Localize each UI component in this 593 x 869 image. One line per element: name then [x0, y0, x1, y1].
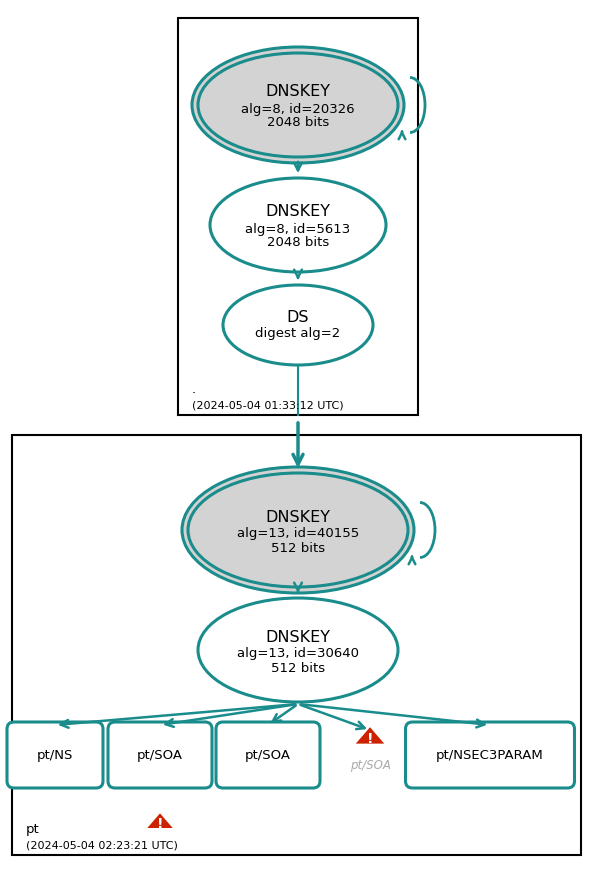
Text: pt/NS: pt/NS — [37, 748, 73, 761]
FancyBboxPatch shape — [108, 722, 212, 788]
Text: 2048 bits: 2048 bits — [267, 116, 329, 129]
FancyBboxPatch shape — [178, 18, 418, 415]
Text: DS: DS — [287, 309, 310, 324]
Text: pt: pt — [26, 823, 40, 836]
Text: alg=8, id=20326: alg=8, id=20326 — [241, 103, 355, 116]
Text: pt/SOA: pt/SOA — [137, 748, 183, 761]
Polygon shape — [353, 726, 387, 745]
Text: pt/SOA: pt/SOA — [349, 760, 390, 773]
FancyBboxPatch shape — [12, 435, 581, 855]
Text: !: ! — [157, 817, 163, 831]
FancyBboxPatch shape — [7, 722, 103, 788]
Text: pt/SOA: pt/SOA — [245, 748, 291, 761]
Text: DNSKEY: DNSKEY — [266, 629, 330, 645]
Text: DNSKEY: DNSKEY — [266, 204, 330, 220]
FancyBboxPatch shape — [216, 722, 320, 788]
Text: alg=8, id=5613: alg=8, id=5613 — [246, 222, 350, 235]
Text: 512 bits: 512 bits — [271, 541, 325, 554]
Text: .: . — [192, 383, 196, 396]
Text: pt/NSEC3PARAM: pt/NSEC3PARAM — [436, 748, 544, 761]
Text: 2048 bits: 2048 bits — [267, 236, 329, 249]
Ellipse shape — [198, 53, 398, 157]
Ellipse shape — [210, 178, 386, 272]
FancyBboxPatch shape — [406, 722, 575, 788]
Text: (2024-05-04 01:33:12 UTC): (2024-05-04 01:33:12 UTC) — [192, 401, 343, 411]
Text: alg=13, id=30640: alg=13, id=30640 — [237, 647, 359, 660]
Ellipse shape — [182, 467, 414, 593]
Text: (2024-05-04 02:23:21 UTC): (2024-05-04 02:23:21 UTC) — [26, 841, 178, 851]
Ellipse shape — [188, 473, 408, 587]
Text: DNSKEY: DNSKEY — [266, 84, 330, 99]
Text: digest alg=2: digest alg=2 — [256, 328, 340, 341]
Text: alg=13, id=40155: alg=13, id=40155 — [237, 527, 359, 541]
Text: DNSKEY: DNSKEY — [266, 509, 330, 525]
Polygon shape — [145, 812, 175, 829]
Ellipse shape — [192, 47, 404, 163]
Text: 512 bits: 512 bits — [271, 661, 325, 674]
Text: !: ! — [366, 732, 373, 746]
Ellipse shape — [198, 598, 398, 702]
Ellipse shape — [223, 285, 373, 365]
